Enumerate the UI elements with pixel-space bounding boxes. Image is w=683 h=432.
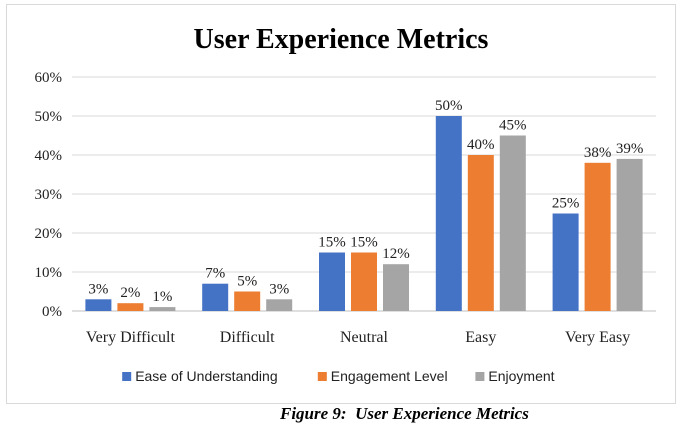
bar	[499, 135, 526, 311]
data-labels: 3% 2% 1%7% 5% 3%15% 15%12%50%40%45%25%38% 39%	[88, 98, 643, 305]
data-label: 3%	[88, 281, 108, 297]
chart-frame	[6, 4, 676, 404]
x-category-label: Very Difficult	[86, 329, 176, 346]
bar	[266, 299, 293, 311]
data-label: 5%	[237, 274, 257, 290]
bar	[552, 213, 579, 311]
x-axis-categories: Very Difficult Difficult Neutral Easy Very E…	[86, 329, 630, 346]
legend-label: Engagement Level	[331, 368, 448, 384]
y-axis-ticks: 0% 10% 20% 30% 40% 50% 60%	[35, 70, 63, 320]
legend: Ease of Understanding Engagement Level Enj…	[122, 368, 555, 384]
data-label: 15%	[350, 235, 378, 251]
chart-title: User Experience Metrics	[194, 24, 489, 55]
legend-label: Enjoyment	[488, 368, 554, 384]
bar	[202, 283, 229, 311]
bar	[234, 291, 261, 311]
data-label: 25%	[552, 196, 580, 212]
y-tick-label: 40%	[35, 148, 63, 164]
x-category-label: Very Easy	[565, 329, 630, 346]
data-label: 39%	[616, 141, 644, 157]
bar	[149, 307, 176, 311]
bar	[435, 116, 462, 311]
legend-swatch	[317, 372, 327, 381]
y-tick-label: 20%	[35, 226, 63, 242]
data-label: 2%	[120, 285, 140, 301]
data-label: 1%	[152, 289, 172, 305]
bar	[584, 162, 611, 311]
data-label: 40%	[467, 137, 495, 153]
legend-label: Ease of Understanding	[135, 368, 277, 384]
bar	[117, 303, 144, 311]
data-label: 3%	[269, 281, 289, 297]
legend-swatch	[475, 372, 485, 381]
x-category-label: Easy	[465, 329, 496, 346]
y-tick-label: 0%	[42, 304, 62, 320]
figure-caption: Figure 9: User Experience Metrics	[280, 404, 529, 423]
y-tick-label: 50%	[35, 109, 63, 125]
data-label: 7%	[205, 266, 225, 282]
x-category-label: Neutral	[340, 329, 389, 346]
y-tick-label: 60%	[35, 70, 63, 86]
y-tick-label: 10%	[35, 265, 63, 281]
bars	[85, 116, 643, 311]
bar	[383, 264, 409, 311]
data-label: 45%	[499, 118, 527, 134]
x-category-label: Difficult	[220, 329, 275, 346]
data-label: 50%	[435, 98, 463, 114]
bar	[351, 252, 377, 311]
bar	[85, 299, 112, 311]
bar	[616, 158, 643, 311]
bar	[467, 155, 494, 311]
data-label: 12%	[382, 246, 410, 262]
bar	[319, 252, 345, 311]
data-label: 38%	[584, 145, 612, 161]
legend-swatch	[122, 372, 132, 381]
y-tick-label: 30%	[35, 187, 63, 203]
data-label: 15%	[318, 235, 346, 251]
